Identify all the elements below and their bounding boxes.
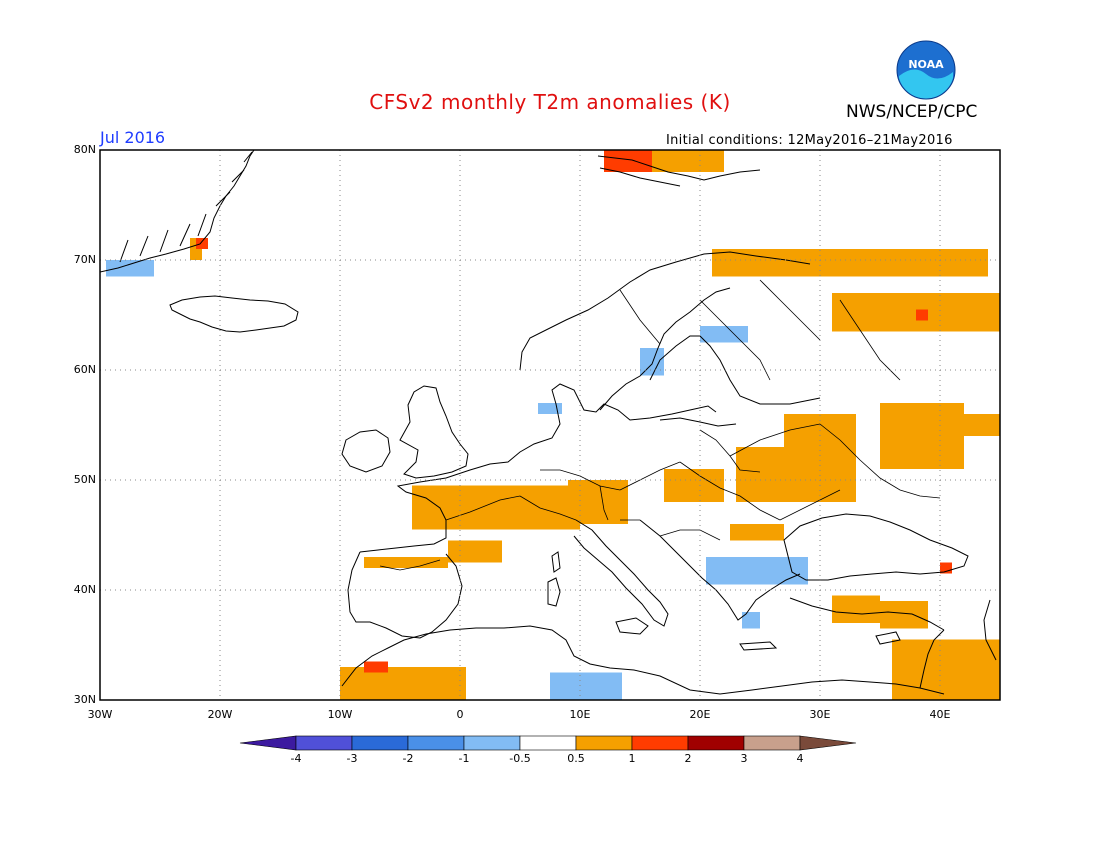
colorbar-label: 1	[628, 752, 636, 765]
anomaly-cell	[736, 447, 856, 502]
colorbar-label: 0.5	[567, 752, 585, 765]
anomaly-cell	[916, 309, 928, 321]
colorbar-segment	[687, 735, 745, 751]
greenland-fjords	[119, 151, 253, 263]
forecast-month: Jul 2016	[100, 128, 166, 147]
anomaly-cell	[712, 249, 988, 277]
crete-coastline	[739, 641, 778, 651]
sicily-coastline	[615, 617, 649, 635]
colorbar-label: -4	[290, 752, 302, 765]
caspian-coastline	[983, 599, 997, 661]
colorbar-label: -0.5	[509, 752, 531, 765]
colorbar	[239, 735, 857, 751]
longitude-tick-label: 30E	[809, 708, 831, 721]
longitude-tick-label: 20W	[207, 708, 233, 721]
anomaly-cell	[604, 150, 652, 172]
anomaly-cell	[730, 524, 784, 541]
sardinia-coastline	[547, 577, 561, 607]
italy-coastline	[573, 519, 669, 627]
colorbar-segment	[575, 735, 633, 751]
anomaly-cell	[742, 612, 760, 629]
cyprus-coastline	[875, 631, 901, 645]
anomaly-cell	[832, 595, 880, 623]
longitude-tick-label: 10E	[569, 708, 591, 721]
colorbar-segment	[631, 735, 689, 751]
anomaly-cell	[196, 238, 208, 249]
colorbar-segment	[351, 735, 409, 751]
longitude-tick-label: 40E	[929, 708, 951, 721]
latitude-tick-label: 70N	[73, 253, 96, 266]
colorbar-label: 2	[684, 752, 692, 765]
iberia-coastline	[347, 551, 463, 639]
scandinavia-coastline	[519, 251, 821, 411]
longitude-tick-label: 10W	[327, 708, 353, 721]
anomaly-cell	[880, 601, 928, 629]
latitude-tick-label: 50N	[73, 473, 96, 486]
latitude-tick-label: 30N	[73, 693, 96, 706]
colorbar-min-arrow	[239, 735, 297, 751]
colorbar-label: 4	[796, 752, 804, 765]
coastline-layer	[100, 150, 997, 695]
anomaly-cell	[412, 485, 580, 530]
anomaly-cell	[652, 150, 724, 172]
corsica-coastline	[551, 551, 561, 573]
anomaly-cell	[538, 403, 562, 414]
anomaly-cell	[664, 469, 724, 502]
longitude-tick-label: 20E	[689, 708, 711, 721]
longitude-tick-label: 30W	[87, 708, 113, 721]
latitude-tick-label: 80N	[73, 143, 96, 156]
anomaly-cell	[364, 661, 388, 673]
great-britain-coastline	[399, 385, 469, 479]
latitude-tick-label: 40N	[73, 583, 96, 596]
colorbar-label: -2	[402, 752, 414, 765]
north-africa-coastline	[341, 625, 945, 695]
europe-coastline	[359, 383, 717, 553]
graticule	[100, 150, 1000, 700]
baltic-coastline	[649, 335, 737, 427]
colorbar-segment	[743, 735, 801, 751]
colorbar-segment	[519, 735, 577, 751]
svalbard-coastline	[597, 155, 761, 187]
anomaly-cell	[568, 480, 628, 524]
black-sea-coastline	[783, 513, 969, 581]
iceland-coastline	[169, 295, 299, 333]
anomaly-cell	[940, 562, 952, 574]
longitude-tick-label: 0	[456, 708, 464, 721]
latitude-tick-label: 60N	[73, 363, 96, 376]
colorbar-label: -1	[458, 752, 470, 765]
colorbar-segment	[407, 735, 465, 751]
anomaly-cell	[106, 260, 154, 277]
noaa-logo-icon: NOAA	[896, 40, 956, 100]
colorbar-label: -3	[346, 752, 358, 765]
svg-text:NOAA: NOAA	[908, 58, 944, 71]
anomaly-cell	[640, 348, 664, 376]
anomaly-cell	[364, 557, 448, 568]
anomaly-cell	[964, 414, 1000, 436]
initial-conditions: Initial conditions: 12May2016–21May2016	[666, 133, 953, 148]
levant-coastline	[919, 629, 945, 689]
anomaly-cell	[436, 667, 466, 700]
anomaly-cell	[700, 326, 748, 343]
colorbar-label: 3	[740, 752, 748, 765]
map-frame	[99, 149, 1001, 701]
anomaly-cell	[880, 403, 964, 469]
ireland-coastline	[341, 429, 391, 473]
colorbar-segment	[295, 735, 353, 751]
colorbar-max-arrow	[799, 735, 857, 751]
agency-label: NWS/NCEP/CPC	[846, 102, 978, 122]
anomaly-cell	[550, 672, 622, 700]
anomaly-cell	[892, 639, 1000, 700]
anatolia-coastline	[789, 597, 945, 631]
chart-title: CFSv2 monthly T2m anomalies (K)	[369, 90, 731, 114]
anomaly-cell	[448, 540, 502, 563]
colorbar-segment	[463, 735, 521, 751]
anomaly-cell	[706, 557, 808, 585]
